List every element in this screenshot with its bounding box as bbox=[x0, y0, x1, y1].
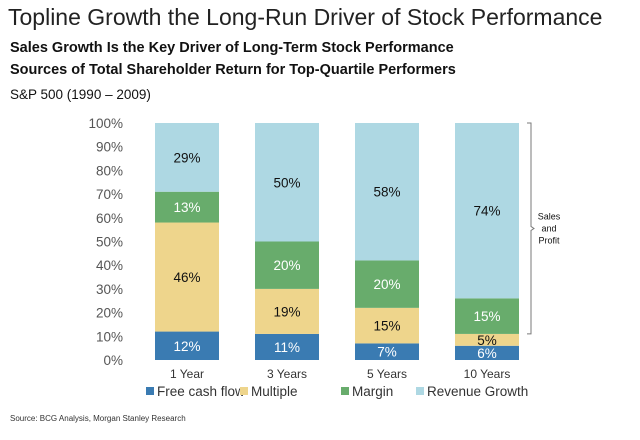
bar-segment bbox=[155, 222, 219, 332]
bar-segment bbox=[355, 260, 419, 308]
legend-label: Margin bbox=[352, 384, 393, 399]
y-tick-label: 20% bbox=[96, 306, 123, 321]
legend-label: Multiple bbox=[251, 384, 298, 399]
data-label: 13% bbox=[173, 200, 200, 215]
bar-segment bbox=[455, 298, 519, 334]
y-tick-label: 90% bbox=[96, 140, 123, 155]
y-tick-label: 0% bbox=[103, 353, 123, 368]
bar-segment bbox=[355, 123, 419, 261]
data-label: 19% bbox=[273, 304, 300, 319]
source-note: Source: BCG Analysis, Morgan Stanley Res… bbox=[10, 414, 186, 423]
data-label: 29% bbox=[173, 150, 200, 165]
legend-swatch bbox=[416, 387, 424, 395]
bar-segment bbox=[255, 123, 319, 242]
bar-segment bbox=[455, 333, 519, 346]
x-category-label: 1 Year bbox=[170, 367, 204, 381]
x-category-label: 3 Years bbox=[267, 367, 307, 381]
bar-segment bbox=[255, 241, 319, 289]
bar-segment bbox=[255, 333, 319, 360]
data-label: 6% bbox=[477, 346, 497, 361]
chart-subtitle-primary: Sales Growth Is the Key Driver of Long-T… bbox=[10, 40, 454, 56]
legend-swatch bbox=[240, 387, 248, 395]
y-tick-label: 30% bbox=[96, 282, 123, 297]
legend-label: Revenue Growth bbox=[427, 384, 528, 399]
page-title: Topline Growth the Long-Run Driver of St… bbox=[8, 4, 603, 30]
data-label: 5% bbox=[477, 333, 497, 348]
x-category-label: 5 Years bbox=[367, 367, 407, 381]
annotation-label: Sales bbox=[538, 211, 561, 221]
legend-label: Free cash flow bbox=[157, 384, 245, 399]
bar-segment bbox=[155, 123, 219, 192]
data-label: 50% bbox=[273, 175, 300, 190]
y-tick-label: 60% bbox=[96, 211, 123, 226]
chart-subtitle-secondary: Sources of Total Shareholder Return for … bbox=[10, 62, 456, 78]
legend-swatch bbox=[146, 387, 154, 395]
bar-segment bbox=[255, 288, 319, 334]
y-tick-label: 100% bbox=[88, 116, 123, 131]
bar-segment bbox=[355, 343, 419, 360]
x-category-label: 10 Years bbox=[464, 367, 511, 381]
bar-segment bbox=[455, 123, 519, 299]
data-label: 20% bbox=[273, 258, 300, 273]
legend-swatch bbox=[341, 387, 349, 395]
data-label: 20% bbox=[373, 277, 400, 292]
bar-segment bbox=[155, 331, 219, 360]
y-tick-label: 80% bbox=[96, 163, 123, 178]
y-tick-label: 40% bbox=[96, 258, 123, 273]
data-label: 11% bbox=[274, 340, 300, 355]
bar-segment bbox=[355, 307, 419, 344]
index-period-note: S&P 500 (1990 – 2009) bbox=[10, 87, 151, 102]
annotation-bracket bbox=[527, 122, 535, 335]
annotation-label: and bbox=[541, 223, 556, 233]
data-label: 12% bbox=[173, 339, 200, 354]
data-label: 15% bbox=[373, 319, 400, 334]
data-label: 15% bbox=[473, 309, 500, 324]
data-label: 74% bbox=[473, 204, 500, 219]
bar-segment bbox=[155, 191, 219, 223]
y-tick-label: 70% bbox=[96, 187, 123, 202]
bar-segment bbox=[455, 345, 519, 360]
data-label: 58% bbox=[373, 185, 400, 200]
data-label: 46% bbox=[173, 270, 200, 285]
data-label: 7% bbox=[377, 345, 397, 360]
annotation-label: Profit bbox=[538, 235, 560, 245]
y-tick-label: 10% bbox=[96, 329, 123, 344]
y-tick-label: 50% bbox=[96, 235, 123, 250]
